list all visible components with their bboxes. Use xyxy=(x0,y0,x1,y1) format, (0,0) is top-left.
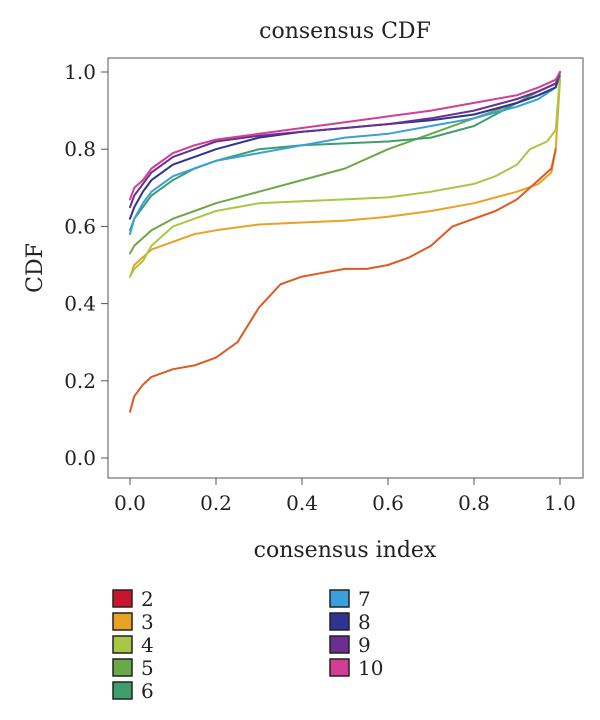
legend-swatch xyxy=(112,589,133,608)
legend-item: 4 xyxy=(112,633,154,657)
x-tick-label: 1.0 xyxy=(544,491,576,515)
series-line-7 xyxy=(129,71,561,236)
legend-label: 3 xyxy=(141,610,154,634)
series-line-unlabeled-9 xyxy=(129,148,557,413)
y-axis: 0.0 0.2 0.4 0.6 0.8 1.0 xyxy=(64,60,108,470)
x-axis: 0.0 0.2 0.4 0.6 0.8 1.0 xyxy=(114,478,576,515)
legend-item: 8 xyxy=(329,610,371,634)
legend-label: 10 xyxy=(358,656,383,680)
series-line-3 xyxy=(129,78,561,278)
legend-swatch xyxy=(112,681,133,700)
legend-item: 10 xyxy=(329,656,383,680)
series-line-10 xyxy=(129,71,561,201)
chart-title: consensus CDF xyxy=(259,19,431,44)
x-tick-label: 0.8 xyxy=(458,491,490,515)
x-tick-label: 0.4 xyxy=(286,491,318,515)
legend-item: 6 xyxy=(112,679,154,703)
legend-label: 2 xyxy=(141,587,154,611)
y-tick-label: 0.2 xyxy=(64,369,96,393)
legend-swatch xyxy=(112,612,133,631)
series-line-9 xyxy=(129,71,561,209)
series-line-5 xyxy=(129,74,561,255)
series-line-4 xyxy=(129,74,561,278)
legend-swatch xyxy=(329,658,350,677)
legend-swatch xyxy=(329,589,350,608)
x-axis-label: consensus index xyxy=(254,538,437,563)
legend-label: 7 xyxy=(358,587,371,611)
x-tick-label: 0.6 xyxy=(372,491,404,515)
series-lines xyxy=(129,71,561,413)
y-tick-label: 0.4 xyxy=(64,292,96,316)
series-line-6 xyxy=(129,71,561,232)
legend-label: 8 xyxy=(358,610,371,634)
legend-item: 3 xyxy=(112,610,154,634)
y-tick-label: 0.0 xyxy=(64,446,96,470)
y-tick-label: 0.6 xyxy=(64,214,96,238)
y-tick-label: 0.8 xyxy=(64,137,96,161)
legend-label: 9 xyxy=(358,633,371,657)
legend-swatch xyxy=(329,635,350,654)
legend-item: 2 xyxy=(112,587,154,611)
x-tick-label: 0.0 xyxy=(114,491,146,515)
legend-swatch xyxy=(112,658,133,677)
legend-label: 5 xyxy=(141,656,154,680)
x-tick-label: 0.2 xyxy=(200,491,232,515)
legend-swatch xyxy=(329,612,350,631)
legend-swatch xyxy=(112,635,133,654)
legend-label: 6 xyxy=(141,679,154,703)
legend-item: 5 xyxy=(112,656,154,680)
legend-item: 7 xyxy=(329,587,371,611)
y-tick-label: 1.0 xyxy=(64,60,96,84)
legend-label: 4 xyxy=(141,633,154,657)
plot-frame xyxy=(107,57,584,479)
legend-item: 9 xyxy=(329,633,371,657)
y-axis-label: CDF xyxy=(23,243,48,293)
